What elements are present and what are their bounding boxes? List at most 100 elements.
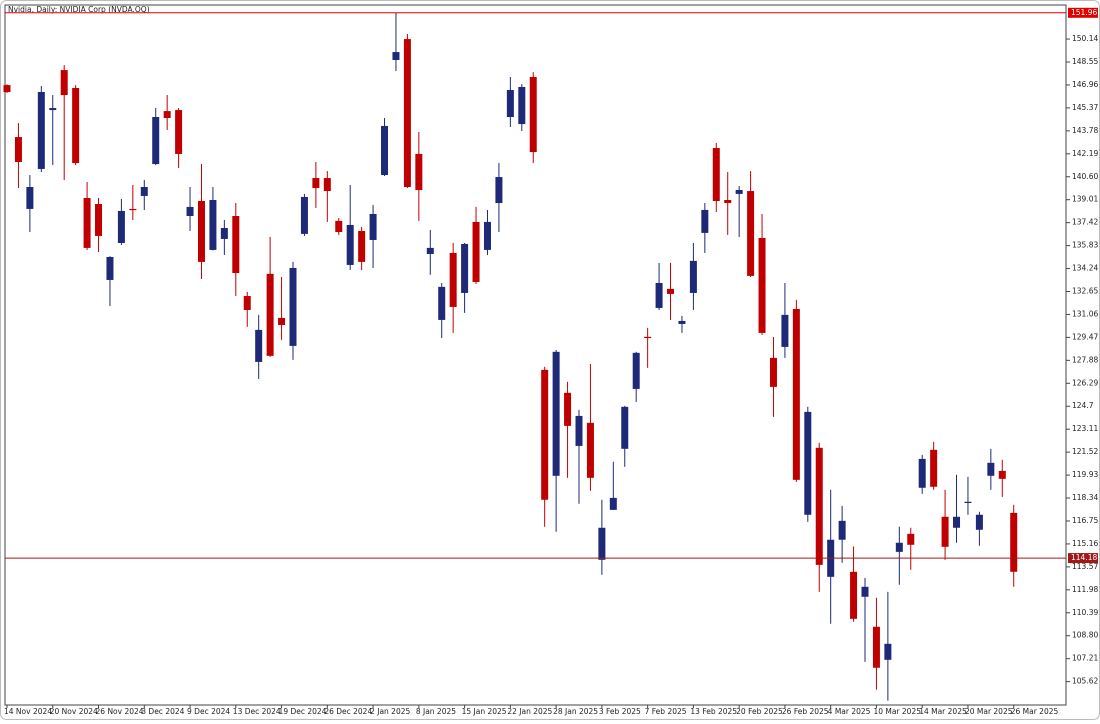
candle-body (197, 201, 205, 262)
candle-body (964, 501, 972, 503)
x-tick-label: 9 Dec 2024 (187, 707, 230, 716)
candle-body (300, 196, 308, 234)
candle-body (781, 314, 789, 347)
candle-body (415, 153, 423, 191)
y-tick-label: 127.88 (1072, 355, 1098, 364)
y-tick-label: 119.93 (1072, 470, 1098, 479)
candle-body (541, 369, 549, 500)
level-label: 151.96 (1071, 8, 1097, 17)
candle-body (369, 213, 377, 240)
candle-body (701, 209, 709, 233)
candle-body (609, 497, 617, 510)
x-tick-label: 15 Jan 2025 (462, 707, 507, 716)
candle-body (850, 571, 858, 619)
candle-body (735, 190, 743, 194)
candle-body (461, 244, 469, 293)
candle-body (3, 85, 11, 93)
y-tick-label: 135.83 (1072, 241, 1098, 250)
y-tick-label: 115.16 (1072, 539, 1098, 548)
candle-body (564, 392, 572, 426)
candle-body (14, 137, 22, 163)
y-tick-label: 126.29 (1072, 378, 1098, 387)
candle-body (586, 422, 594, 478)
candle-body (895, 542, 903, 552)
y-tick-label: 107.21 (1072, 654, 1098, 663)
candle-body (278, 317, 286, 325)
x-tick-label: 3 Dec 2024 (141, 707, 184, 716)
candle-body (220, 227, 228, 239)
y-tick-label: 111.98 (1072, 585, 1098, 594)
candle-body (346, 224, 354, 265)
x-tick-label: 19 Dec 2024 (279, 707, 327, 716)
candle-body (506, 90, 514, 117)
candle-body (117, 210, 125, 243)
candle-body (529, 77, 537, 153)
candle-body (426, 247, 434, 254)
level-label: 114.18 (1071, 553, 1097, 562)
candle-body (312, 178, 320, 189)
candle-body (792, 308, 800, 480)
x-tick-label: 14 Mar 2025 (919, 707, 967, 716)
x-tick-label: 4 Mar 2025 (828, 707, 871, 716)
chart-title: Nvidia, Daily: NVIDIA Corp (NVDA.OQ) (8, 5, 150, 14)
y-tick-label: 110.39 (1072, 608, 1098, 617)
candle-body (632, 352, 640, 389)
candle-body (106, 257, 114, 280)
candle-body (186, 206, 194, 217)
candle-body (95, 204, 103, 236)
candle-body (495, 177, 503, 204)
candle-body (872, 626, 880, 668)
candle-body (163, 111, 171, 119)
y-tick-label: 113.57 (1072, 562, 1098, 571)
y-tick-label: 148.55 (1072, 57, 1098, 66)
candle-body (644, 336, 652, 339)
x-tick-label: 26 Mar 2025 (1011, 707, 1059, 716)
candle-body (552, 351, 560, 476)
candle-body (838, 520, 846, 540)
x-tick-label: 3 Feb 2025 (599, 707, 641, 716)
y-tick-label: 132.65 (1072, 286, 1098, 295)
candle-body (998, 470, 1006, 479)
candle-body (518, 86, 526, 125)
x-tick-label: 20 Mar 2025 (965, 707, 1013, 716)
candle-body (392, 52, 400, 60)
candle-body (243, 295, 251, 310)
candle-body (930, 449, 938, 487)
x-tick-label: 10 Mar 2025 (873, 707, 921, 716)
candle-body (575, 415, 583, 446)
y-tick-label: 142.19 (1072, 149, 1098, 158)
candle-body (483, 221, 491, 250)
candle-body (175, 110, 183, 154)
candle-body (598, 527, 606, 560)
candle-body (815, 447, 823, 565)
candle-body (667, 288, 675, 294)
y-tick-label: 105.62 (1072, 677, 1098, 686)
x-tick-label: 8 Jan 2025 (416, 707, 456, 716)
y-tick-label: 140.60 (1072, 172, 1098, 181)
x-tick-label: 22 Jan 2025 (507, 707, 552, 716)
y-tick-label: 137.42 (1072, 218, 1098, 227)
candle-body (140, 187, 148, 196)
y-tick-label: 121.52 (1072, 447, 1098, 456)
candle-body (678, 320, 686, 324)
y-tick-label: 139.01 (1072, 195, 1098, 204)
candle-body (49, 108, 57, 111)
candle-body (449, 252, 457, 307)
x-tick-label: 28 Jan 2025 (553, 707, 598, 716)
candle-body (129, 208, 137, 211)
candle-body (758, 237, 766, 333)
candle-body (987, 462, 995, 476)
x-tick-label: 13 Dec 2024 (233, 707, 281, 716)
level-tag (1068, 553, 1098, 564)
x-tick-label: 20 Feb 2025 (736, 707, 783, 716)
candle-body (83, 197, 91, 248)
candle-body (861, 586, 869, 597)
candle-body (724, 199, 732, 204)
y-tick-label: 123.11 (1072, 424, 1098, 433)
x-tick-label: 26 Feb 2025 (782, 707, 829, 716)
candle-body (804, 411, 812, 515)
y-tick-label: 134.24 (1072, 264, 1098, 273)
candle-body (621, 406, 629, 449)
candle-body (289, 267, 297, 346)
x-tick-label: 2 Jan 2025 (370, 707, 410, 716)
